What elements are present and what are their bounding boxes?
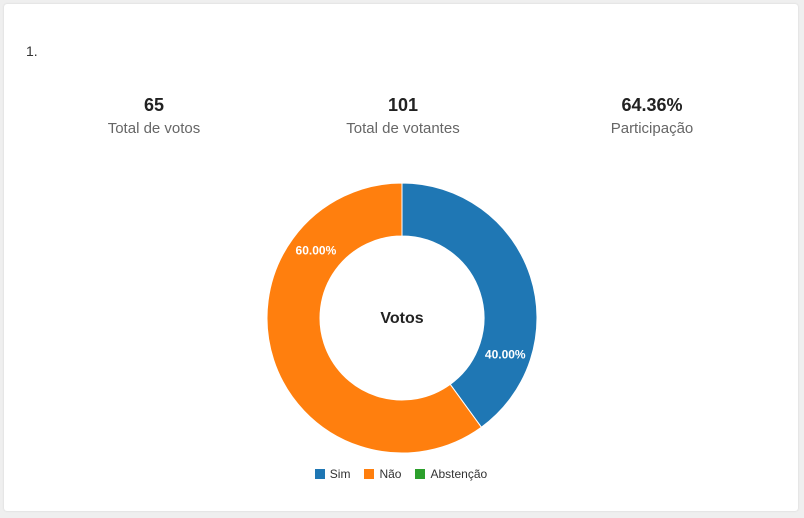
stat-value: 101 <box>387 95 419 115</box>
results-card: 1. 65 Total de votos 101 Total de votant… <box>4 4 798 511</box>
slice-sim[interactable] <box>401 182 538 428</box>
legend-swatch <box>364 469 375 479</box>
legend-label: Sim <box>329 467 351 481</box>
chart-title: Votos <box>380 310 423 327</box>
legend-item-não[interactable]: Não <box>364 467 401 481</box>
slice-label-não: 60.00% <box>296 243 337 257</box>
question-number: 1. <box>26 43 38 59</box>
slice-label-sim: 40.00% <box>485 347 526 361</box>
legend-label: Abstenção <box>430 467 488 481</box>
stat-label: Total de votos <box>107 120 201 137</box>
slice-não[interactable] <box>266 182 483 454</box>
stat-participation: 64.36% Participação <box>552 94 752 139</box>
legend-swatch <box>415 469 426 479</box>
chart-legend: Sim Não Abstenção <box>4 467 798 481</box>
donut-slice-labels: 40.00% 60.00% <box>296 243 526 361</box>
stat-total-voters: 101 Total de votantes <box>303 94 503 139</box>
legend-item-abstenção[interactable]: Abstenção <box>415 467 487 481</box>
legend-item-sim[interactable]: Sim <box>314 467 351 481</box>
stat-label: Participação <box>610 120 694 137</box>
stat-value: 64.36% <box>621 95 683 115</box>
legend-label: Não <box>379 467 402 481</box>
stat-value: 65 <box>143 95 165 115</box>
stat-total-votes: 65 Total de votos <box>54 94 254 139</box>
donut-chart: 40.00% 60.00% Votos <box>266 182 538 454</box>
donut-slices <box>266 182 538 454</box>
stat-label: Total de votantes <box>346 120 460 137</box>
legend-swatch <box>314 469 325 479</box>
